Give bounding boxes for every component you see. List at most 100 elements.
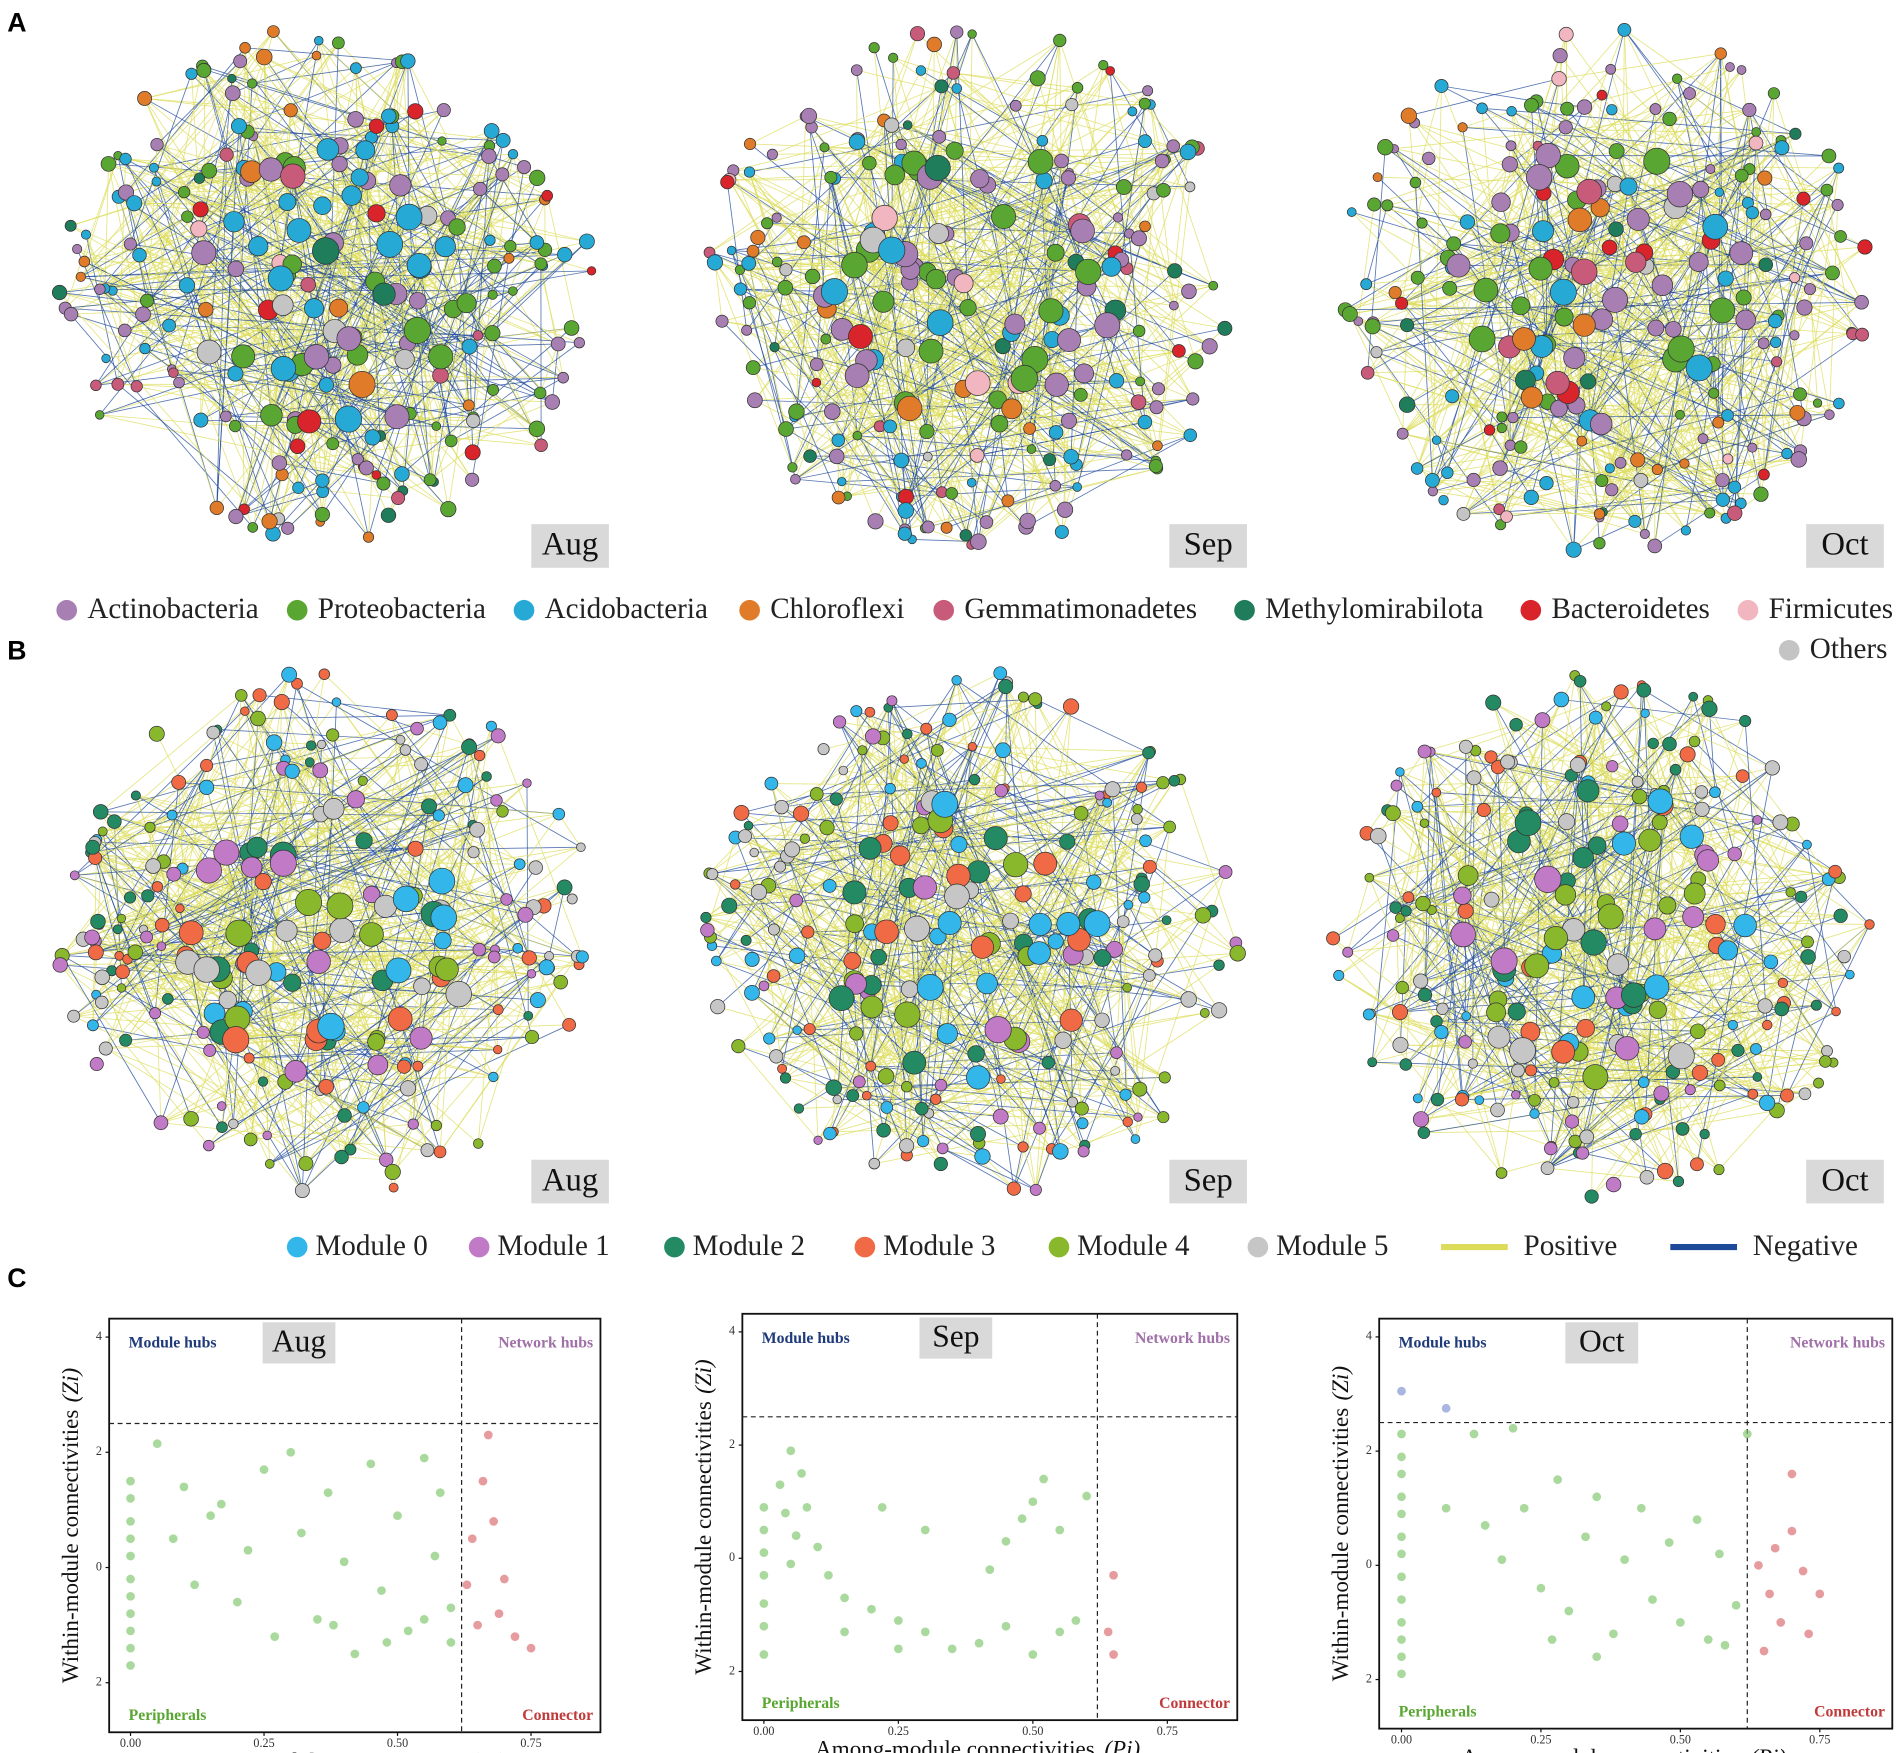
node xyxy=(996,1074,1006,1084)
edge xyxy=(235,177,361,517)
edge xyxy=(249,735,499,853)
edge xyxy=(1400,1044,1535,1101)
edge xyxy=(933,44,1031,429)
node xyxy=(1617,22,1632,37)
edge xyxy=(1563,316,1711,514)
edge xyxy=(339,163,431,480)
edge xyxy=(1475,750,1613,767)
edge xyxy=(1414,122,1753,214)
edge xyxy=(361,384,403,475)
node xyxy=(710,999,726,1015)
node xyxy=(1552,48,1568,64)
edge xyxy=(296,683,441,1153)
node xyxy=(1550,399,1568,418)
edge xyxy=(310,745,547,968)
node xyxy=(362,885,381,904)
edge xyxy=(739,269,906,534)
edge xyxy=(267,1087,409,1136)
edge xyxy=(752,367,811,457)
edge xyxy=(216,126,240,508)
node xyxy=(357,1101,370,1114)
node xyxy=(67,1009,81,1023)
edge xyxy=(251,866,409,1089)
edge xyxy=(855,983,872,1067)
node xyxy=(1054,1031,1072,1049)
edge xyxy=(263,57,280,464)
node xyxy=(1133,1112,1143,1122)
node xyxy=(428,344,454,370)
node xyxy=(473,749,486,762)
edge xyxy=(942,1039,1064,1149)
node xyxy=(844,363,870,389)
node xyxy=(919,423,935,440)
edge xyxy=(1366,188,1598,285)
edge xyxy=(1582,845,1598,998)
edge xyxy=(705,917,765,987)
node xyxy=(1119,1088,1132,1101)
edge xyxy=(1373,204,1449,259)
node xyxy=(1466,472,1481,487)
edge xyxy=(883,793,1108,844)
node xyxy=(945,141,964,160)
node xyxy=(203,1139,215,1152)
edge xyxy=(785,818,1138,1079)
node xyxy=(1208,280,1219,291)
edge xyxy=(95,910,441,953)
edge xyxy=(1093,881,1220,966)
node xyxy=(421,798,437,815)
edge xyxy=(709,86,942,253)
node xyxy=(857,745,868,756)
edge xyxy=(938,225,1146,234)
edge xyxy=(965,180,1045,536)
node xyxy=(1523,489,1539,506)
edge xyxy=(1675,769,1768,1026)
edge xyxy=(125,158,321,523)
edge xyxy=(1567,66,1731,110)
edge xyxy=(847,421,1146,497)
edge xyxy=(1109,70,1128,269)
node xyxy=(139,342,151,355)
edge xyxy=(1349,78,1678,315)
edge xyxy=(1614,66,1731,185)
node xyxy=(443,708,457,722)
edge xyxy=(1338,822,1529,976)
edge xyxy=(1071,434,1191,458)
node xyxy=(90,913,106,930)
node xyxy=(1438,494,1449,506)
node xyxy=(267,265,294,292)
node xyxy=(1473,277,1499,303)
edge xyxy=(477,973,532,1144)
node xyxy=(1789,330,1800,341)
edge xyxy=(776,217,1141,382)
node xyxy=(1388,286,1402,300)
node xyxy=(1605,63,1617,75)
node xyxy=(1341,306,1358,322)
node xyxy=(1364,318,1381,335)
edge xyxy=(1369,822,1529,879)
edge xyxy=(209,1050,234,1124)
node xyxy=(940,521,953,534)
node xyxy=(1709,297,1736,324)
edge xyxy=(1401,823,1425,988)
node xyxy=(148,725,165,742)
node xyxy=(1771,356,1783,368)
node xyxy=(1187,353,1204,370)
edge xyxy=(870,1012,1205,1067)
node xyxy=(271,455,288,471)
edge xyxy=(1399,777,1475,1013)
node xyxy=(920,722,933,735)
node xyxy=(871,204,898,232)
edge xyxy=(729,905,1103,1021)
edge xyxy=(407,955,550,1089)
node xyxy=(706,868,719,881)
node xyxy=(423,473,437,487)
node xyxy=(837,476,847,487)
node xyxy=(336,326,362,351)
node xyxy=(348,371,376,398)
node xyxy=(553,974,568,990)
node xyxy=(1163,820,1176,834)
edge xyxy=(1654,66,1731,547)
edge xyxy=(1179,779,1237,943)
node xyxy=(889,845,911,866)
node xyxy=(200,758,214,772)
